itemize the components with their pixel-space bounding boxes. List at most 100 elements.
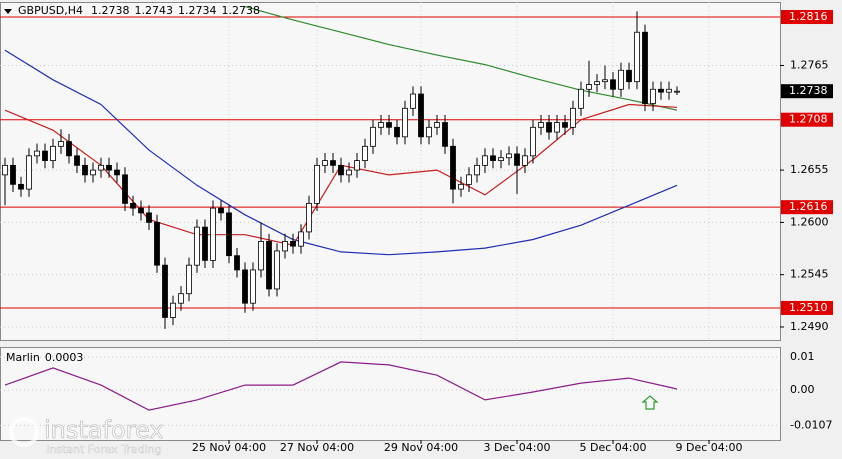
candle-body — [42, 150, 48, 161]
candle-body — [482, 155, 488, 166]
y-tick-label: 1.2490 — [790, 320, 829, 333]
candle-body — [90, 169, 96, 176]
candle-body — [442, 122, 448, 147]
menu-triangle — [4, 9, 12, 14]
candle-body — [538, 122, 544, 128]
indicator-tick-label: -0.0107 — [790, 418, 832, 431]
header-open: 1.2738 — [91, 4, 130, 17]
candle-body — [298, 231, 304, 247]
candle-body — [658, 88, 664, 93]
candle-body — [394, 126, 400, 138]
candle-body — [194, 226, 200, 266]
x-tick-label: 5 Dec 04:00 — [580, 441, 647, 454]
indicator-tick-label: 0.00 — [790, 383, 815, 396]
candle-body — [306, 202, 312, 233]
candle-body — [338, 164, 344, 176]
candle-body — [258, 241, 264, 271]
candle-body — [330, 160, 336, 166]
signal-arrow — [641, 395, 659, 410]
moving-average — [4, 49, 678, 256]
watermark-tagline: Instant Forex Trading — [46, 443, 162, 456]
candle-body — [74, 155, 80, 166]
level-label: 1.2510 — [789, 301, 828, 314]
candle-body — [122, 174, 128, 204]
header-low: 1.2734 — [178, 4, 217, 17]
candle-body — [386, 122, 392, 128]
candle-body — [498, 157, 504, 161]
indicator-line — [4, 361, 678, 411]
candle-body — [210, 207, 216, 261]
candle-body — [650, 88, 656, 104]
x-tick-label: 27 Nov 04:00 — [280, 441, 354, 454]
level-label-box — [781, 300, 833, 315]
y-tick-label: 1.2545 — [790, 268, 829, 281]
candle-body — [522, 155, 528, 166]
candle-body — [178, 293, 184, 304]
candle-body — [186, 264, 192, 295]
y-tick-label: 1.2655 — [790, 163, 829, 176]
level-label: 1.2816 — [789, 10, 828, 23]
y-tick-label: 1.2765 — [790, 59, 829, 72]
indicator-name: Marlin — [6, 351, 40, 364]
candle-body — [50, 145, 56, 161]
watermark-brand: instaforex — [44, 416, 164, 444]
candle-body — [106, 164, 112, 171]
header-close: 1.2738 — [221, 4, 260, 17]
candle-body — [602, 79, 608, 83]
axes: 1.2490 1.2545 1.2600 1.2655 1.2765 25 Nov 04:… — [192, 10, 833, 454]
candle-body — [402, 107, 408, 138]
candle-body — [458, 183, 464, 190]
candle-body — [378, 122, 384, 128]
candle-body — [202, 226, 208, 261]
candle-body — [274, 250, 280, 290]
moving-average — [244, 6, 678, 111]
candle-body — [410, 93, 416, 109]
candle-body — [170, 302, 176, 318]
level-label: 1.2616 — [789, 200, 828, 213]
candle-body — [250, 269, 256, 304]
candle-body — [130, 202, 136, 209]
indicator-plot — [0, 356, 780, 426]
candle-body — [10, 164, 16, 185]
candle-body — [66, 141, 72, 157]
candle-body — [314, 164, 320, 204]
candle-body — [666, 88, 672, 93]
candle-body — [586, 84, 592, 90]
candle-body — [114, 169, 120, 176]
candle-body — [218, 207, 224, 214]
candle-body — [618, 69, 624, 90]
indicator-panel — [0, 347, 781, 441]
candle-body — [58, 141, 64, 147]
x-tick-label: 29 Nov 04:00 — [384, 441, 458, 454]
indicator-label: Marlin 0.0003 — [6, 351, 83, 364]
candle-body — [234, 255, 240, 271]
header-high: 1.2743 — [134, 4, 173, 17]
candle-body — [154, 221, 160, 266]
candle-body — [226, 212, 232, 257]
candle-body — [146, 212, 152, 223]
header: GBPUSD,H4 1.2738 1.2743 1.2734 1.2738 — [18, 4, 260, 17]
candle-body — [2, 164, 8, 176]
candle-body — [82, 164, 88, 176]
candle-body — [514, 153, 520, 166]
candle-body — [506, 153, 512, 159]
candle-body — [434, 122, 440, 128]
candle-body — [322, 160, 328, 166]
watermark-logo — [9, 417, 39, 447]
level-label-box — [781, 10, 833, 25]
symbol: GBPUSD,H4 — [18, 4, 83, 17]
level-label: 1.2708 — [789, 113, 828, 126]
candle-body — [490, 155, 496, 161]
candle-body — [26, 155, 32, 190]
candle-body — [570, 107, 576, 128]
candle-body — [418, 93, 424, 138]
candle-body — [426, 126, 432, 138]
candle-body — [562, 122, 568, 128]
y-tick-label: 1.2600 — [790, 215, 829, 228]
main-plot — [0, 2, 780, 340]
candle-body — [626, 69, 632, 83]
candle-body — [162, 264, 168, 318]
level-label-box — [781, 112, 833, 127]
candle-body — [474, 164, 480, 176]
